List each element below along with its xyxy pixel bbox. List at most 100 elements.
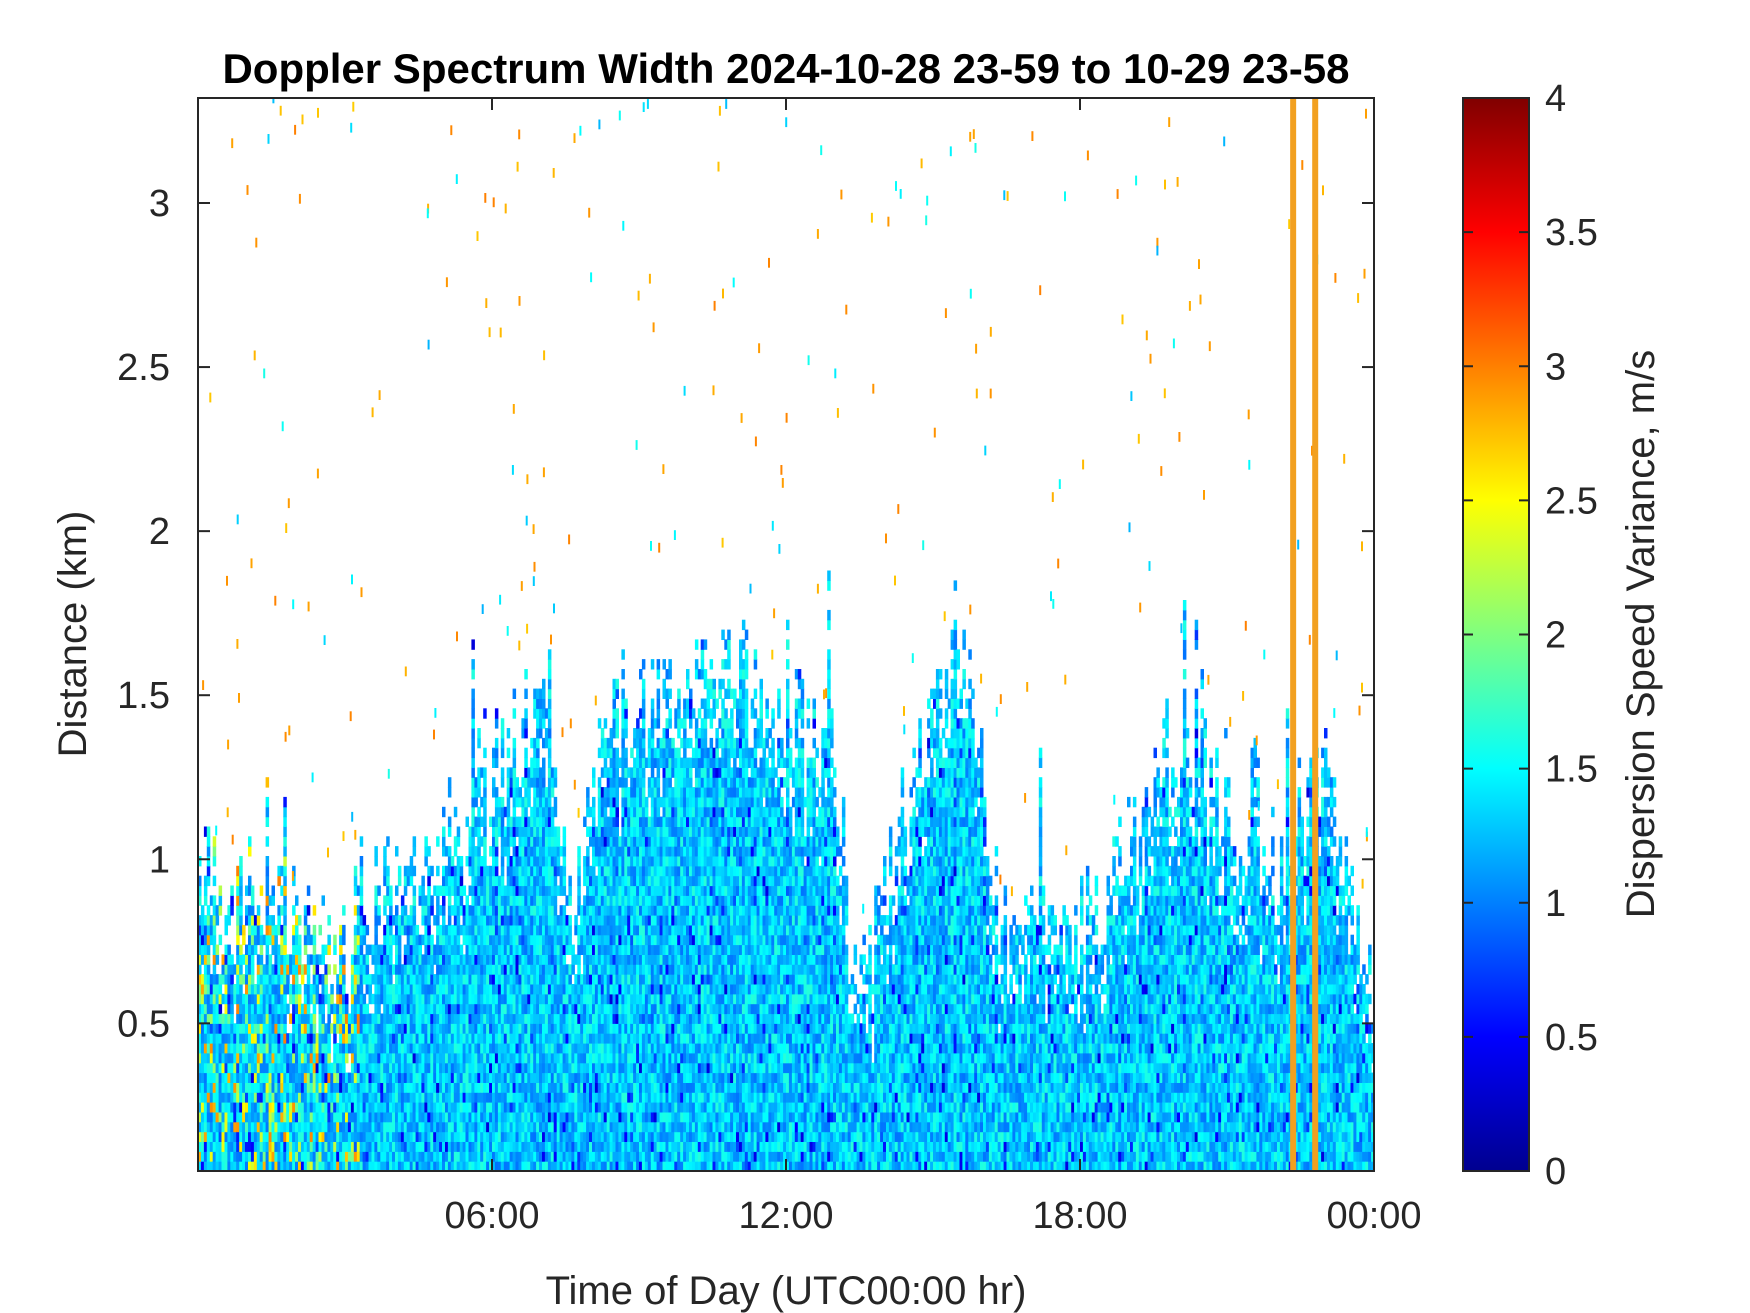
heatmap-cell [248,1131,252,1142]
heatmap-cell [421,934,425,946]
heatmap-cell [494,1043,499,1054]
heatmap-cell [212,993,217,1005]
heatmap-cell [298,1141,302,1152]
heatmap-cell [471,856,475,867]
heatmap-cell [553,1062,558,1074]
heatmap-cell [233,1033,237,1044]
heatmap-cell [277,865,281,877]
heatmap-cell [350,1023,355,1034]
heatmap-cell [203,1033,208,1044]
heatmap-cell [265,984,270,995]
heatmap-cell [436,1161,440,1171]
heatmap-cell [450,1003,455,1015]
heatmap-cell [500,1102,505,1113]
heatmap-cell [509,895,514,906]
heatmap-cell [395,1102,399,1113]
heatmap-cell [509,1131,514,1142]
heatmap-cell [456,1013,461,1024]
heatmap-cell [209,1072,214,1083]
heatmap-cell [415,1131,420,1142]
heatmap-cell [539,688,543,699]
heatmap-cell [200,984,205,995]
heatmap-cell [233,1151,237,1162]
heatmap-cell [277,1082,281,1093]
heatmap-cell [633,885,637,896]
heatmap-cell [362,1072,367,1083]
heatmap-cell [230,1043,234,1054]
heatmap-cell [524,905,528,916]
heatmap-cell [471,1111,475,1123]
heatmap-cell [283,1043,287,1054]
heatmap-cell [553,1033,558,1044]
heatmap-cell [383,846,387,857]
heatmap-cell [641,1151,646,1162]
heatmap-cell [500,1141,505,1152]
heatmap-cell [303,905,308,916]
heatmap-cell [512,708,517,719]
heatmap-cell [603,954,608,965]
heatmap-cell [615,708,619,719]
heatmap-cell [480,1003,484,1015]
heatmap-cell [353,954,358,965]
heatmap-cell [389,924,393,936]
heatmap-cell [215,1131,220,1142]
heatmap-cell [427,1072,431,1083]
heatmap-cell [359,1003,364,1015]
heatmap-cell [524,964,528,975]
heatmap-cell [524,1023,528,1034]
heatmap-cell [362,1151,367,1162]
heatmap-cell [589,1043,593,1054]
heatmap-cell [342,1092,346,1103]
heatmap-cell [559,905,564,916]
heatmap-cell [603,1062,608,1074]
heatmap-cell [353,984,358,995]
heatmap-cell [615,718,619,729]
heatmap-cell [509,1023,514,1034]
heatmap-cell [500,1072,505,1083]
heatmap-cell [303,944,308,955]
heatmap-cell [500,737,505,749]
heatmap-cell [397,1062,402,1074]
heatmap-cell [618,1131,622,1142]
heatmap-cell [583,856,587,867]
heatmap-cell [245,1052,249,1064]
heatmap-cell [274,1023,278,1034]
heatmap-cell [206,1161,211,1171]
heatmap-cell [500,924,505,936]
heatmap-cell [486,1121,490,1133]
heatmap-cell [433,1121,437,1133]
heatmap-cell [365,1141,370,1152]
heatmap-cell [627,1043,631,1054]
heatmap-cell [365,1062,370,1074]
heatmap-cell [486,954,490,965]
heatmap-cell [415,964,420,975]
heatmap-cell [530,1033,534,1044]
heatmap-cell [500,865,505,877]
heatmap-cell [439,1111,443,1123]
heatmap-cell [271,1131,275,1142]
heatmap-cell [215,1072,220,1083]
heatmap-cell [371,1062,375,1074]
heatmap-cell [303,1033,308,1044]
heatmap-cell [442,826,446,837]
heatmap-cell [245,1023,249,1034]
heatmap-cell [368,1141,372,1152]
heatmap-cell [262,1013,267,1024]
heatmap-cell [365,1013,370,1024]
heatmap-cell [650,767,655,778]
heatmap-cell [198,1023,202,1034]
heatmap-cell [200,1111,205,1123]
heatmap-cell [298,944,302,955]
heatmap-cell [412,895,417,906]
heatmap-cell [627,915,631,926]
heatmap-cell [321,1082,325,1093]
heatmap-cell [265,1062,270,1074]
heatmap-cell [215,1082,220,1093]
heatmap-cell [442,974,446,985]
heatmap-cell [589,1141,593,1152]
heatmap-cell [292,1131,296,1142]
heatmap-cell [418,964,422,975]
heatmap-cell [633,1072,637,1083]
heatmap-cell [424,1033,428,1044]
heatmap-cell [268,1121,273,1133]
